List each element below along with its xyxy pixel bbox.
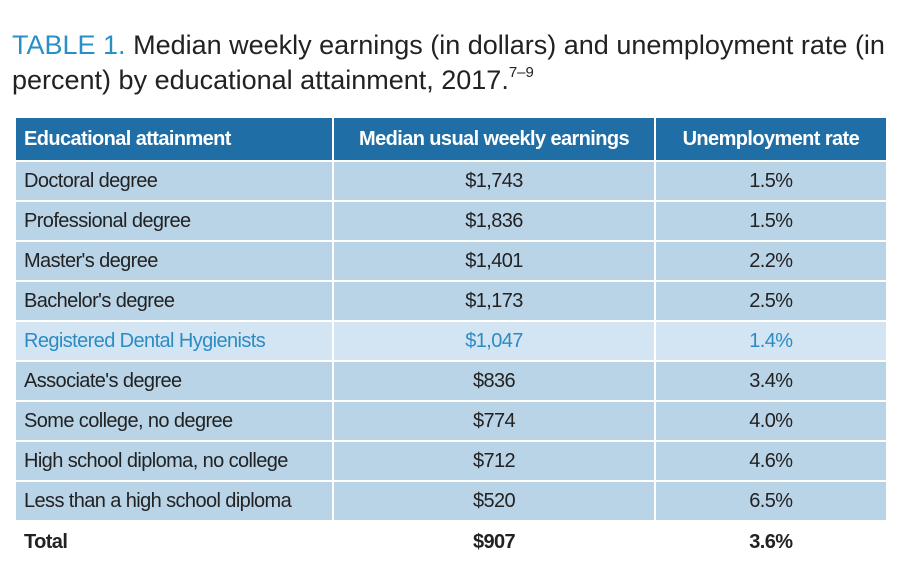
table-row: Registered Dental Hygienists $1,047 1.4% xyxy=(13,320,889,362)
table-cell: $520 xyxy=(332,480,656,522)
table-cell: Associate's degree xyxy=(13,360,335,402)
table-cell: $1,836 xyxy=(332,200,656,242)
table-cell: $1,401 xyxy=(332,240,656,282)
title-text: Median weekly earnings (in dollars) and … xyxy=(12,30,885,95)
table-row: Less than a high school diploma $520 6.5% xyxy=(13,480,889,522)
total-cell: 3.6% xyxy=(653,520,889,565)
table-cell: $1,047 xyxy=(332,320,656,362)
table-row: High school diploma, no college $712 4.6% xyxy=(13,440,889,482)
table-cell: Master's degree xyxy=(13,240,335,282)
table-cell: Registered Dental Hygienists xyxy=(13,320,335,362)
table-cell: 6.5% xyxy=(653,480,889,522)
table-cell: 1.4% xyxy=(653,320,889,362)
table-cell: 3.4% xyxy=(653,360,889,402)
table-cell: 1.5% xyxy=(653,160,889,202)
table-row: Professional degree $1,836 1.5% xyxy=(13,200,889,242)
table-cell: Professional degree xyxy=(13,200,335,242)
table-cell: 2.5% xyxy=(653,280,889,322)
table-cell: Bachelor's degree xyxy=(13,280,335,322)
table-cell: High school diploma, no college xyxy=(13,440,335,482)
table-title: TABLE 1. Median weekly earnings (in doll… xyxy=(12,28,892,98)
header-row: Educational attainment Median usual weekl… xyxy=(13,118,889,162)
total-cell: Total xyxy=(13,520,335,565)
table-row: Associate's degree $836 3.4% xyxy=(13,360,889,402)
table-cell: $774 xyxy=(332,400,656,442)
table-cell: 1.5% xyxy=(653,200,889,242)
table-cell: Doctoral degree xyxy=(13,160,335,202)
table-cell: 2.2% xyxy=(653,240,889,282)
title-label: TABLE 1. xyxy=(12,30,126,60)
table-cell: 4.6% xyxy=(653,440,889,482)
total-row: Total $907 3.6% xyxy=(13,520,889,565)
header-cell: Educational attainment xyxy=(13,118,335,162)
table-row: Bachelor's degree $1,173 2.5% xyxy=(13,280,889,322)
total-cell: $907 xyxy=(332,520,656,565)
table-row: Some college, no degree $774 4.0% xyxy=(13,400,889,442)
table-row: Master's degree $1,401 2.2% xyxy=(13,240,889,282)
table-cell: $836 xyxy=(332,360,656,402)
table-cell: $712 xyxy=(332,440,656,482)
title-superscript: 7–9 xyxy=(508,64,534,81)
table-cell: Some college, no degree xyxy=(13,400,335,442)
earnings-table: Educational attainment Median usual weekl… xyxy=(13,118,889,565)
table-cell: $1,173 xyxy=(332,280,656,322)
table-row: Doctoral degree $1,743 1.5% xyxy=(13,160,889,202)
table-cell: Less than a high school diploma xyxy=(13,480,335,522)
header-cell: Median usual weekly earnings xyxy=(332,118,656,162)
table-cell: $1,743 xyxy=(332,160,656,202)
table-cell: 4.0% xyxy=(653,400,889,442)
header-cell: Unemployment rate xyxy=(653,118,889,162)
